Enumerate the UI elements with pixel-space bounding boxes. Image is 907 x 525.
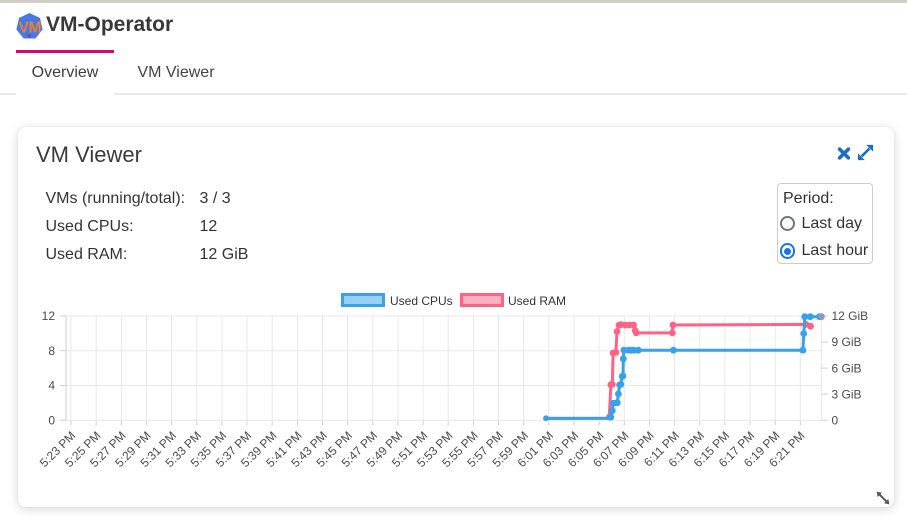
svg-text:8: 8 [48, 344, 55, 358]
svg-text:9 GiB: 9 GiB [832, 335, 862, 349]
svg-text:4: 4 [48, 379, 55, 393]
svg-text:6 GiB: 6 GiB [832, 361, 862, 375]
svg-text:VM: VM [19, 20, 41, 37]
svg-text:12 GiB: 12 GiB [832, 309, 869, 323]
svg-text:12: 12 [42, 309, 56, 323]
svg-text:0: 0 [832, 413, 839, 427]
svg-text:0: 0 [48, 413, 55, 427]
svg-text:3 GiB: 3 GiB [832, 387, 862, 401]
